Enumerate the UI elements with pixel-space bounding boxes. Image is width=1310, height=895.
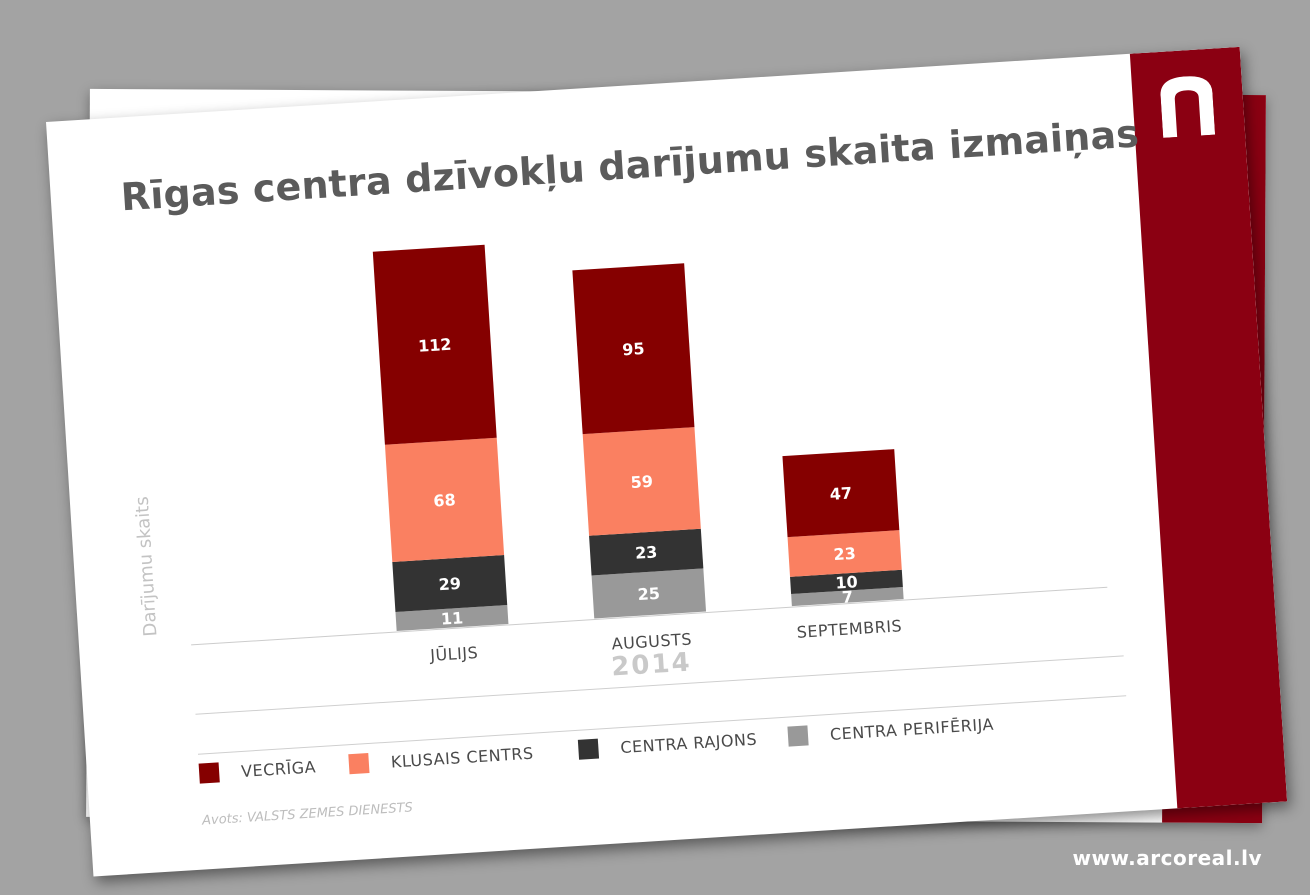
legend-item: KLUSAIS CENTRS [348, 743, 534, 775]
bar-segment [572, 263, 695, 435]
bar-segment [582, 427, 701, 536]
bar-segment [787, 530, 902, 577]
bar-segment [791, 587, 904, 607]
bar-segment [782, 449, 900, 538]
data-label: 29 [438, 574, 461, 594]
bar-segment [392, 554, 508, 613]
legend-item: CENTRA RAJONS [577, 729, 758, 760]
data-label: 7 [841, 587, 853, 607]
legend-label: KLUSAIS CENTRS [390, 743, 535, 772]
data-label: 11 [440, 608, 463, 628]
bar-segment [589, 528, 704, 576]
x-axis-label-year: 2014 [610, 647, 693, 683]
source-note: Avots: VALSTS ZEMES DIENESTS [201, 800, 414, 829]
bar-segment [395, 604, 509, 631]
data-label: 25 [637, 584, 660, 604]
legend-label: VECRĪGA [240, 756, 317, 781]
x-axis-line [191, 586, 1108, 646]
arc-logo-icon [1160, 76, 1216, 138]
data-label: 112 [418, 335, 453, 356]
legend-label: CENTRA RAJONS [619, 729, 758, 757]
data-label: 10 [835, 572, 858, 592]
data-label: 59 [630, 472, 653, 492]
legend-label: CENTRA PERIFĒRIJA [829, 714, 995, 744]
data-label: 23 [635, 542, 658, 562]
data-label: 95 [622, 339, 645, 359]
stacked-bar-chart: 112968112JŪLIJS25235995AUGUSTS7102347SEP… [191, 244, 1108, 665]
legend-swatch [348, 753, 370, 775]
bar-segment [372, 244, 497, 445]
website-url: www.arcoreal.lv [1072, 846, 1262, 870]
bar-segment [591, 568, 707, 619]
x-tick-label: JŪLIJS [429, 643, 479, 665]
legend-item: CENTRA PERIFĒRIJA [787, 714, 994, 747]
chart-card: Rīgas centra dzīvokļu darījumu skaita iz… [46, 46, 1288, 877]
legend-swatch [577, 738, 600, 760]
legend-swatch [787, 725, 809, 747]
x-tick-label: SEPTEMBRIS [796, 616, 903, 642]
bar-segment [790, 569, 903, 595]
legend-swatch [198, 762, 220, 784]
data-label: 68 [433, 490, 456, 510]
data-label: 23 [833, 544, 856, 564]
brand-stripe [1129, 46, 1288, 809]
bar-segment [384, 437, 505, 563]
data-label: 47 [829, 483, 852, 503]
legend-item: VECRĪGA [198, 756, 317, 784]
